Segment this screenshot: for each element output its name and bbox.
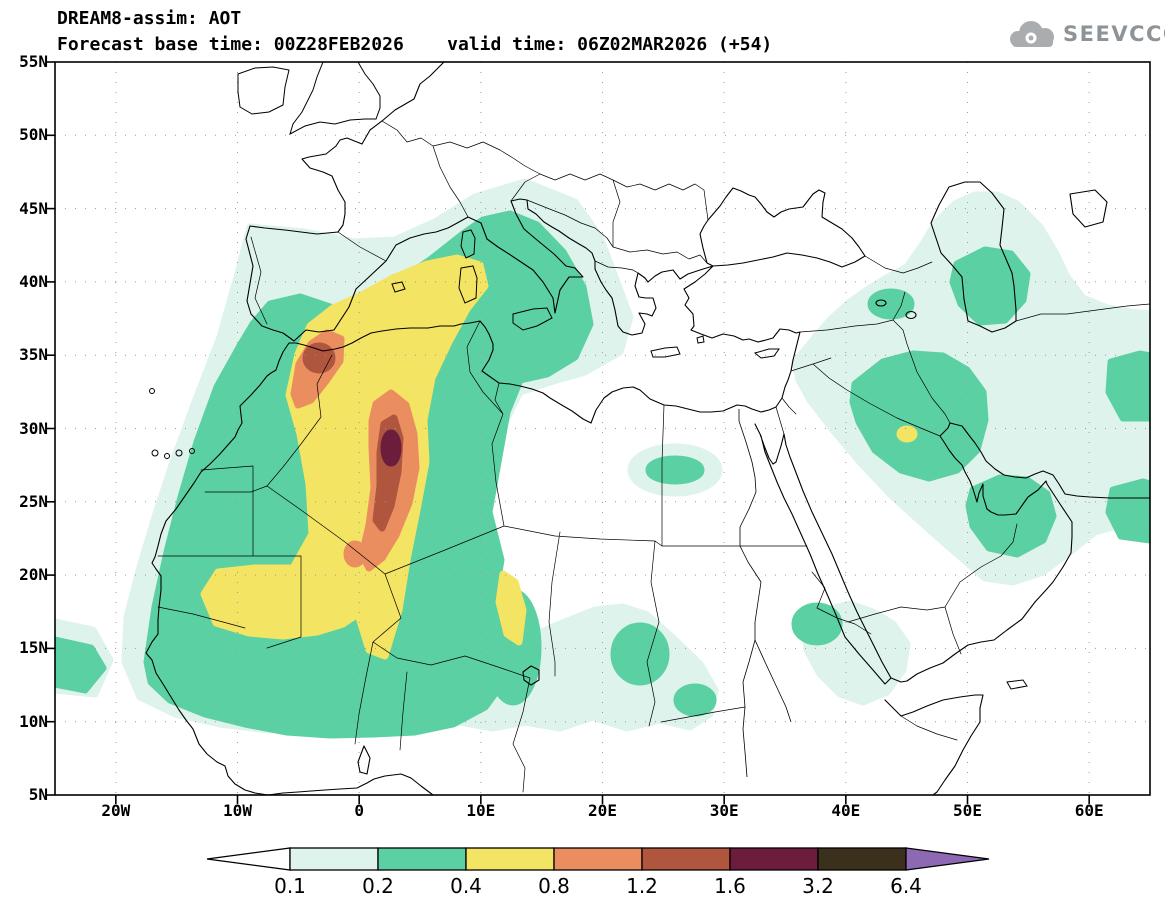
cloud-icon — [1010, 21, 1054, 47]
islands — [149, 62, 1028, 690]
colorbar-arrow-right — [905, 847, 990, 871]
coastlines — [145, 62, 1150, 795]
y-tick-label: 40N — [19, 271, 48, 291]
x-tick-label: 20W — [101, 801, 131, 820]
y-tick-label: 15N — [19, 638, 48, 658]
logo-text: SEEVCCC — [1063, 22, 1165, 46]
colorbar-label: 1.6 — [714, 874, 746, 898]
y-tick-label: 45N — [19, 198, 48, 218]
axis-ticks — [46, 61, 1090, 804]
colorbar-segment — [289, 847, 379, 871]
colorbar-label: 0.2 — [362, 874, 394, 898]
colorbar — [206, 847, 990, 871]
colorbar-segment — [377, 847, 467, 871]
colorbar-label: 6.4 — [890, 874, 922, 898]
colorbar-segment — [817, 847, 907, 871]
y-tick-label: 10N — [19, 711, 48, 731]
x-tick-label: 0 — [354, 801, 364, 820]
country-borders — [157, 120, 1150, 793]
y-tick-label: 35N — [19, 345, 48, 365]
colorbar-label: 0.4 — [450, 874, 482, 898]
colorbar-arrow-left — [206, 847, 291, 871]
colorbar-label: 0.8 — [538, 874, 570, 898]
y-tick-label: 5N — [28, 785, 48, 804]
colorbar-label: 1.2 — [626, 874, 658, 898]
x-tick-label: 30E — [709, 801, 739, 820]
x-tick-label: 60E — [1074, 801, 1104, 820]
y-tick-label: 55N — [19, 52, 48, 71]
graticule — [55, 62, 1150, 795]
title-line2: Forecast base time: 00Z28FEB2026 valid t… — [57, 34, 773, 55]
colorbar-label: 3.2 — [802, 874, 834, 898]
y-tick-label: 25N — [19, 491, 48, 511]
y-tick-label: 20N — [19, 565, 48, 585]
aot-level-1.6-3.2 — [380, 429, 402, 467]
x-tick-label: 40E — [831, 801, 861, 820]
title-line1: DREAM8-assim: AOT — [57, 8, 242, 29]
aot-level-0.4-0.8 — [200, 254, 918, 660]
x-tick-label: 20E — [588, 801, 617, 820]
y-tick-label: 50N — [19, 125, 48, 145]
colorbar-segment — [641, 847, 731, 871]
colorbar-segment — [729, 847, 819, 871]
colorbar-segment — [553, 847, 643, 871]
x-tick-label: 50E — [953, 801, 982, 820]
y-tick-label: 30N — [19, 418, 48, 438]
x-tick-label: 10W — [223, 801, 252, 820]
colorbar-segment — [465, 847, 555, 871]
aot-field — [55, 178, 1150, 739]
colorbar-label: 0.1 — [274, 874, 306, 898]
x-tick-label: 10E — [466, 801, 496, 820]
